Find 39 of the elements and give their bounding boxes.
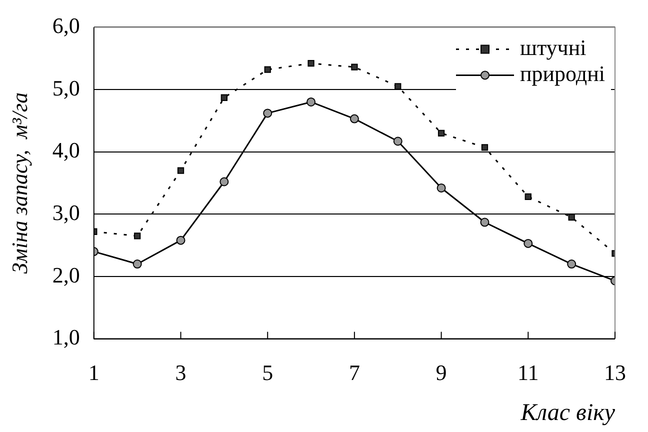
point [177, 167, 184, 174]
point [438, 130, 445, 136]
point [568, 214, 575, 221]
point [393, 136, 402, 146]
y-tick-label: 6,0 [52, 12, 80, 38]
x-tick-label: 3 [175, 360, 186, 385]
x-tick-label: 7 [348, 360, 360, 385]
point [308, 60, 314, 67]
point [481, 144, 488, 151]
y-axis-title: Зміна запасу, м³/га [6, 92, 32, 274]
point [567, 260, 576, 269]
x-tick-label: 5 [262, 360, 274, 385]
legend-label: природні [520, 60, 606, 86]
point [264, 66, 271, 73]
y-tick-label: 3,0 [52, 200, 80, 225]
x-axis-title: Клас віку [520, 400, 616, 426]
point [394, 83, 402, 90]
legend-label: штучні [520, 34, 586, 60]
point [176, 236, 186, 245]
point [306, 97, 316, 106]
point [263, 108, 272, 118]
point [132, 260, 142, 269]
point [480, 218, 490, 227]
y-tick-label: 2,0 [52, 262, 80, 288]
point [524, 238, 533, 248]
point [350, 114, 359, 124]
x-tick-label: 13 [604, 360, 626, 385]
y-tick-label: 1,0 [52, 324, 80, 350]
y-tick-label: 5,0 [52, 75, 80, 100]
y-tick-label: 4,0 [52, 138, 80, 163]
point [134, 232, 141, 240]
x-tick-label: 9 [436, 360, 447, 385]
point [351, 64, 358, 70]
point [220, 177, 229, 186]
x-tick-label: 1 [88, 360, 100, 385]
x-tick-label: 11 [518, 360, 539, 385]
point [220, 94, 228, 101]
point [436, 183, 446, 192]
point [524, 193, 532, 200]
